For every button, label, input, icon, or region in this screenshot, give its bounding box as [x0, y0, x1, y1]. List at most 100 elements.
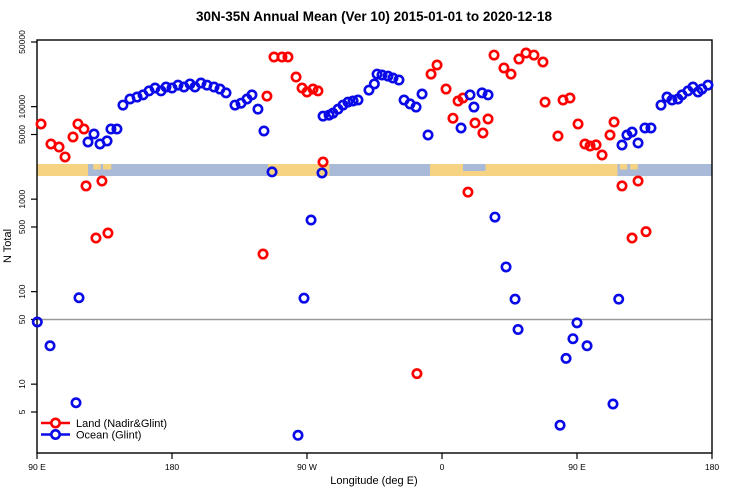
y-axis-label: N Total — [2, 229, 14, 263]
data-point-ocean — [581, 340, 593, 352]
data-point-ocean — [111, 123, 123, 135]
band-island-segment — [103, 164, 112, 170]
data-point-ocean — [554, 419, 566, 431]
data-point-land — [53, 141, 65, 153]
data-point-ocean — [131, 91, 143, 103]
data-point-land — [78, 123, 90, 135]
data-point-land — [425, 68, 437, 80]
data-point-ocean — [73, 292, 85, 304]
data-point-ocean — [317, 110, 329, 122]
data-point-ocean — [616, 139, 628, 151]
band-ocean-segment — [617, 164, 712, 176]
data-point-land — [317, 156, 329, 168]
latitude-map-band — [37, 164, 712, 176]
data-point-ocean — [416, 88, 428, 100]
data-point-ocean — [70, 397, 82, 409]
data-point-land — [431, 59, 443, 71]
data-point-land — [90, 232, 102, 244]
band-island-segment — [630, 164, 638, 170]
data-point-ocean — [639, 122, 651, 134]
data-point-land — [80, 180, 92, 192]
data-point-land — [67, 131, 79, 143]
data-point-ocean — [376, 69, 388, 81]
data-point-ocean — [208, 81, 220, 93]
data-point-ocean — [292, 429, 304, 441]
plot-border — [36, 39, 713, 454]
data-point-land — [640, 226, 652, 238]
data-point-land — [462, 186, 474, 198]
legend-marker — [49, 428, 61, 440]
data-point-ocean — [626, 126, 638, 138]
data-point-ocean — [220, 87, 232, 99]
data-point-ocean — [464, 89, 476, 101]
data-point-land — [477, 127, 489, 139]
data-point-ocean — [88, 128, 100, 140]
x-tick-label: 180 — [705, 462, 719, 472]
plot-frame — [36, 39, 713, 454]
data-point-land — [552, 130, 564, 142]
data-point-ocean — [305, 214, 317, 226]
data-point-ocean — [489, 211, 501, 223]
data-point-land — [482, 113, 494, 125]
data-point-land — [539, 96, 551, 108]
band-sea-segment — [463, 164, 486, 171]
data-point-land — [411, 368, 423, 380]
x-tick-label: 0 — [440, 462, 445, 472]
data-point-ocean — [82, 136, 94, 148]
data-point-ocean — [31, 316, 43, 328]
data-point-ocean — [101, 135, 113, 147]
band-land-segment — [430, 164, 463, 176]
data-point-land — [632, 175, 644, 187]
data-point-ocean — [195, 77, 207, 89]
band-land-segment — [485, 164, 618, 176]
data-point-ocean — [455, 122, 467, 134]
data-point-land — [469, 117, 481, 129]
data-point-ocean — [567, 333, 579, 345]
data-point-land — [96, 175, 108, 187]
y-tick-label: 10000 — [17, 95, 27, 119]
data-point-land — [488, 49, 500, 61]
data-point-ocean — [422, 129, 434, 141]
data-point-ocean — [476, 87, 488, 99]
data-point-land — [616, 180, 628, 192]
y-tick-label: 10 — [17, 379, 27, 389]
data-point-land — [596, 149, 608, 161]
data-point-land — [261, 90, 273, 102]
data-point-land — [626, 232, 638, 244]
data-point-land — [440, 83, 452, 95]
data-point-ocean — [632, 137, 644, 149]
data-point-land — [608, 116, 620, 128]
data-point-ocean — [352, 94, 364, 106]
data-point-ocean — [252, 103, 264, 115]
data-point-land — [572, 118, 584, 130]
data-point-ocean — [645, 122, 657, 134]
legend-label-ocean: Ocean (Glint) — [76, 430, 141, 442]
data-point-ocean — [266, 166, 278, 178]
data-point-ocean — [105, 123, 117, 135]
data-point-land — [564, 92, 576, 104]
data-point-ocean — [229, 99, 241, 111]
data-point-ocean — [117, 99, 129, 111]
y-tick-label: 5 — [17, 409, 27, 414]
data-point-land — [579, 138, 591, 150]
data-point-ocean — [560, 352, 572, 364]
data-point-land — [537, 56, 549, 68]
data-point-ocean — [482, 89, 494, 101]
data-point-land — [282, 51, 294, 63]
band-land-segment — [268, 164, 330, 176]
band-island-segment — [619, 164, 628, 170]
legend-marker — [49, 417, 61, 429]
data-point-land — [513, 53, 525, 65]
data-point-land — [505, 68, 517, 80]
data-point-land — [257, 248, 269, 260]
y-tick-label: 500 — [17, 220, 27, 234]
data-point-ocean — [607, 398, 619, 410]
chart-title: 30N-35N Annual Mean (Ver 10) 2015-01-01 … — [196, 9, 552, 24]
x-tick-label: 90 W — [297, 462, 317, 472]
data-point-ocean — [387, 72, 399, 84]
data-point-ocean — [509, 293, 521, 305]
data-point-ocean — [363, 84, 375, 96]
data-point-ocean — [298, 292, 310, 304]
data-point-ocean — [613, 293, 625, 305]
